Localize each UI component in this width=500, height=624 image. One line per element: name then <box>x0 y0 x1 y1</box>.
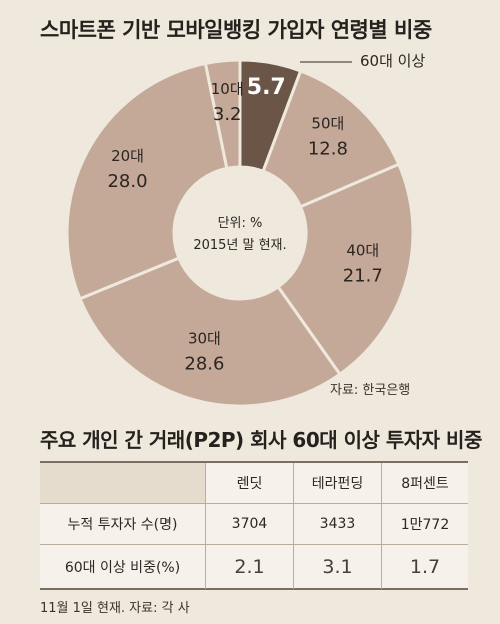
donut-slice <box>276 162 415 377</box>
slice-value-label: 28.0 <box>107 171 147 192</box>
table-cell: 1만772 <box>381 504 468 544</box>
table-cell: 3704 <box>205 504 293 544</box>
donut-slice <box>203 58 242 171</box>
center-note: 단위: % <box>218 216 263 231</box>
row-label: 누적 투자자 수(명) <box>67 517 178 533</box>
slice-category-label: 30대 <box>188 329 221 347</box>
slice-category-label: 50대 <box>311 115 344 133</box>
donut-slice <box>261 69 401 209</box>
table-row: 60대 이상 비중(%) 2.1 3.1 1.7 <box>40 544 468 589</box>
table-cell: 2.1 <box>205 545 293 589</box>
column-header: 테라펀딩 <box>293 463 381 503</box>
row-label: 60대 이상 비중(%) <box>64 560 181 576</box>
table-row: 누적 투자자 수(명) 3704 3433 1만772 <box>40 503 468 544</box>
chart-source: 자료: 한국은행 <box>330 383 411 398</box>
column-header: 8퍼센트 <box>381 463 468 503</box>
donut-chart: 5.7 50대 12.8 40대 21.7 30대 28.6 20대 28.0 10대 3.2 60대… <box>65 52 425 408</box>
donut-slice <box>78 256 343 408</box>
slice-callout-label: 60대 이상 <box>360 52 425 70</box>
table-title: 주요 개인 간 거래(P2P) 회사 60대 이상 투자자 비중 <box>40 428 482 452</box>
table-header-row: 렌딧 테라펀딩 8퍼센트 <box>40 463 468 503</box>
slice-category-label: 10대 <box>211 80 244 98</box>
table-footer: 11월 1일 현재. 자료: 각 사 <box>40 601 190 616</box>
donut-slice <box>65 61 229 301</box>
table-cell: 3.1 <box>293 545 381 589</box>
slice-value-label: 28.6 <box>184 353 224 374</box>
center-note: 2015년 말 현재. <box>193 238 286 253</box>
slice-value-label: 3.2 <box>213 104 242 125</box>
slice-value-label: 21.7 <box>343 265 383 286</box>
table-cell: 3433 <box>293 504 381 544</box>
p2p-table: 렌딧 테라펀딩 8퍼센트 누적 투자자 수(명) 3704 3433 1만772… <box>40 461 468 590</box>
chart-title: 스마트폰 기반 모바일뱅킹 가입자 연령별 비중 <box>40 18 432 42</box>
column-header: 렌딧 <box>205 463 293 503</box>
table-corner <box>40 463 205 503</box>
slice-value-label: 5.7 <box>247 75 286 100</box>
slice-category-label: 40대 <box>346 241 379 259</box>
slice-category-label: 20대 <box>111 147 144 165</box>
slice-value-label: 12.8 <box>308 139 348 160</box>
table-cell: 1.7 <box>381 545 468 589</box>
